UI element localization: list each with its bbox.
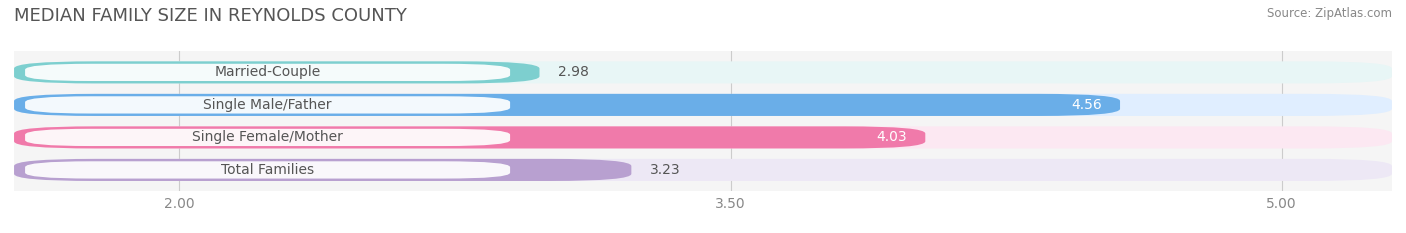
FancyBboxPatch shape	[14, 61, 1392, 83]
FancyBboxPatch shape	[14, 126, 1392, 148]
FancyBboxPatch shape	[25, 161, 510, 178]
Text: Married-Couple: Married-Couple	[215, 65, 321, 79]
Text: Single Male/Father: Single Male/Father	[204, 98, 332, 112]
FancyBboxPatch shape	[14, 159, 1392, 181]
FancyBboxPatch shape	[14, 159, 631, 181]
Text: 4.03: 4.03	[876, 130, 907, 144]
FancyBboxPatch shape	[14, 94, 1392, 116]
FancyBboxPatch shape	[14, 126, 925, 148]
FancyBboxPatch shape	[14, 61, 540, 83]
Text: Source: ZipAtlas.com: Source: ZipAtlas.com	[1267, 7, 1392, 20]
Text: 4.56: 4.56	[1071, 98, 1102, 112]
FancyBboxPatch shape	[25, 96, 510, 113]
Text: MEDIAN FAMILY SIZE IN REYNOLDS COUNTY: MEDIAN FAMILY SIZE IN REYNOLDS COUNTY	[14, 7, 406, 25]
FancyBboxPatch shape	[25, 129, 510, 146]
FancyBboxPatch shape	[14, 94, 1121, 116]
Text: Single Female/Mother: Single Female/Mother	[193, 130, 343, 144]
Text: Total Families: Total Families	[221, 163, 314, 177]
FancyBboxPatch shape	[25, 64, 510, 81]
Text: 2.98: 2.98	[558, 65, 589, 79]
Text: 3.23: 3.23	[650, 163, 681, 177]
